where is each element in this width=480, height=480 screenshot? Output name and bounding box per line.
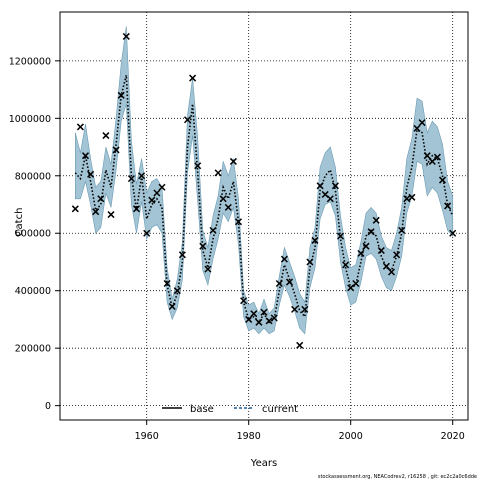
observed-point <box>331 182 339 190</box>
observed-point <box>224 203 232 211</box>
observed-point <box>199 242 207 250</box>
observed-point <box>403 195 411 203</box>
observed-point <box>168 302 176 311</box>
observed-point <box>204 265 212 273</box>
observed-point <box>112 146 120 154</box>
observed-point <box>158 183 166 191</box>
observed-point <box>178 251 186 259</box>
observed-point <box>433 153 441 161</box>
observed-point <box>127 175 135 183</box>
observed-point <box>234 218 243 226</box>
observed-point <box>260 308 268 316</box>
observed-point <box>214 169 222 177</box>
observed-point <box>132 205 141 213</box>
observed-point <box>107 211 115 219</box>
observed-point <box>357 249 365 257</box>
observed-point <box>413 124 421 132</box>
observed-point <box>275 279 283 288</box>
observed-point <box>81 152 90 160</box>
observed-point <box>71 205 79 213</box>
observed-point <box>326 195 334 203</box>
legend: base current <box>162 404 298 415</box>
observed-point <box>163 279 171 288</box>
observed-point <box>367 228 375 236</box>
observed-point <box>92 208 100 216</box>
observed-point <box>138 172 146 180</box>
observed-point <box>117 91 125 99</box>
y-tick-label: 1200000 <box>9 56 51 67</box>
x-tick-label: 2020 <box>441 431 465 442</box>
observed-point <box>316 182 324 190</box>
observed-point <box>291 305 299 313</box>
legend-current-label: current <box>262 404 298 415</box>
y-tick-label: 600000 <box>15 229 51 240</box>
observed-point <box>280 255 288 263</box>
observed-point <box>311 236 319 244</box>
observed-point <box>122 32 130 40</box>
observed-point <box>296 341 304 349</box>
observed-point <box>270 314 278 322</box>
observed-point <box>387 268 396 276</box>
observed-point <box>377 246 385 255</box>
observed-point <box>209 226 217 234</box>
observed-point <box>301 305 309 313</box>
plot-frame <box>59 11 469 421</box>
observed-point <box>102 132 110 140</box>
observed-point <box>250 310 258 318</box>
observed-point <box>342 261 350 269</box>
observed-point <box>173 287 181 295</box>
observed-point <box>285 278 294 286</box>
observed-point <box>362 242 370 250</box>
y-tick-label: 1000000 <box>9 114 51 125</box>
observed-point <box>265 317 273 325</box>
observed-point <box>240 297 248 305</box>
observed-point <box>423 152 431 160</box>
observed-point <box>76 123 84 131</box>
observed-point <box>449 229 457 237</box>
observed-markers <box>71 32 457 349</box>
observed-point <box>183 116 192 124</box>
observed-point <box>418 119 426 127</box>
observed-point <box>153 189 161 197</box>
x-tick-label: 2000 <box>339 431 363 442</box>
y-tick-label: 0 <box>45 401 51 412</box>
observed-point <box>148 196 156 204</box>
y-axis-title: Catch <box>14 208 25 237</box>
observed-point <box>382 262 390 270</box>
observed-point <box>189 74 197 82</box>
observed-point <box>255 318 263 326</box>
observed-point <box>372 216 380 224</box>
observed-point <box>306 258 314 266</box>
confidence-band <box>75 26 453 335</box>
observed-point <box>97 195 105 203</box>
observed-point <box>229 157 237 165</box>
observed-point <box>219 195 227 203</box>
observed-point <box>143 229 151 237</box>
observed-point <box>87 170 95 178</box>
x-axis-title: Years <box>250 458 277 469</box>
observed-point <box>444 202 452 210</box>
y-tick-label: 400000 <box>15 286 51 297</box>
axis-ticks: 1960 1980 2000 2020 0 200000 400000 600000 80000… <box>9 56 465 442</box>
observed-point <box>398 226 406 234</box>
observed-point <box>408 193 416 201</box>
observed-point <box>393 251 401 259</box>
observed-point <box>245 315 253 323</box>
observed-point <box>194 162 202 170</box>
observed-point <box>352 279 360 288</box>
x-tick-label: 1960 <box>135 431 159 442</box>
x-tick-label: 1980 <box>237 431 261 442</box>
observed-point <box>438 176 447 184</box>
observed-point <box>336 232 345 240</box>
y-tick-label: 800000 <box>15 171 51 182</box>
footnote: stockassessment.org, NEACodrev2, r16258 … <box>318 474 477 480</box>
y-tick-label: 200000 <box>15 344 51 355</box>
legend-base-label: base <box>190 404 214 415</box>
